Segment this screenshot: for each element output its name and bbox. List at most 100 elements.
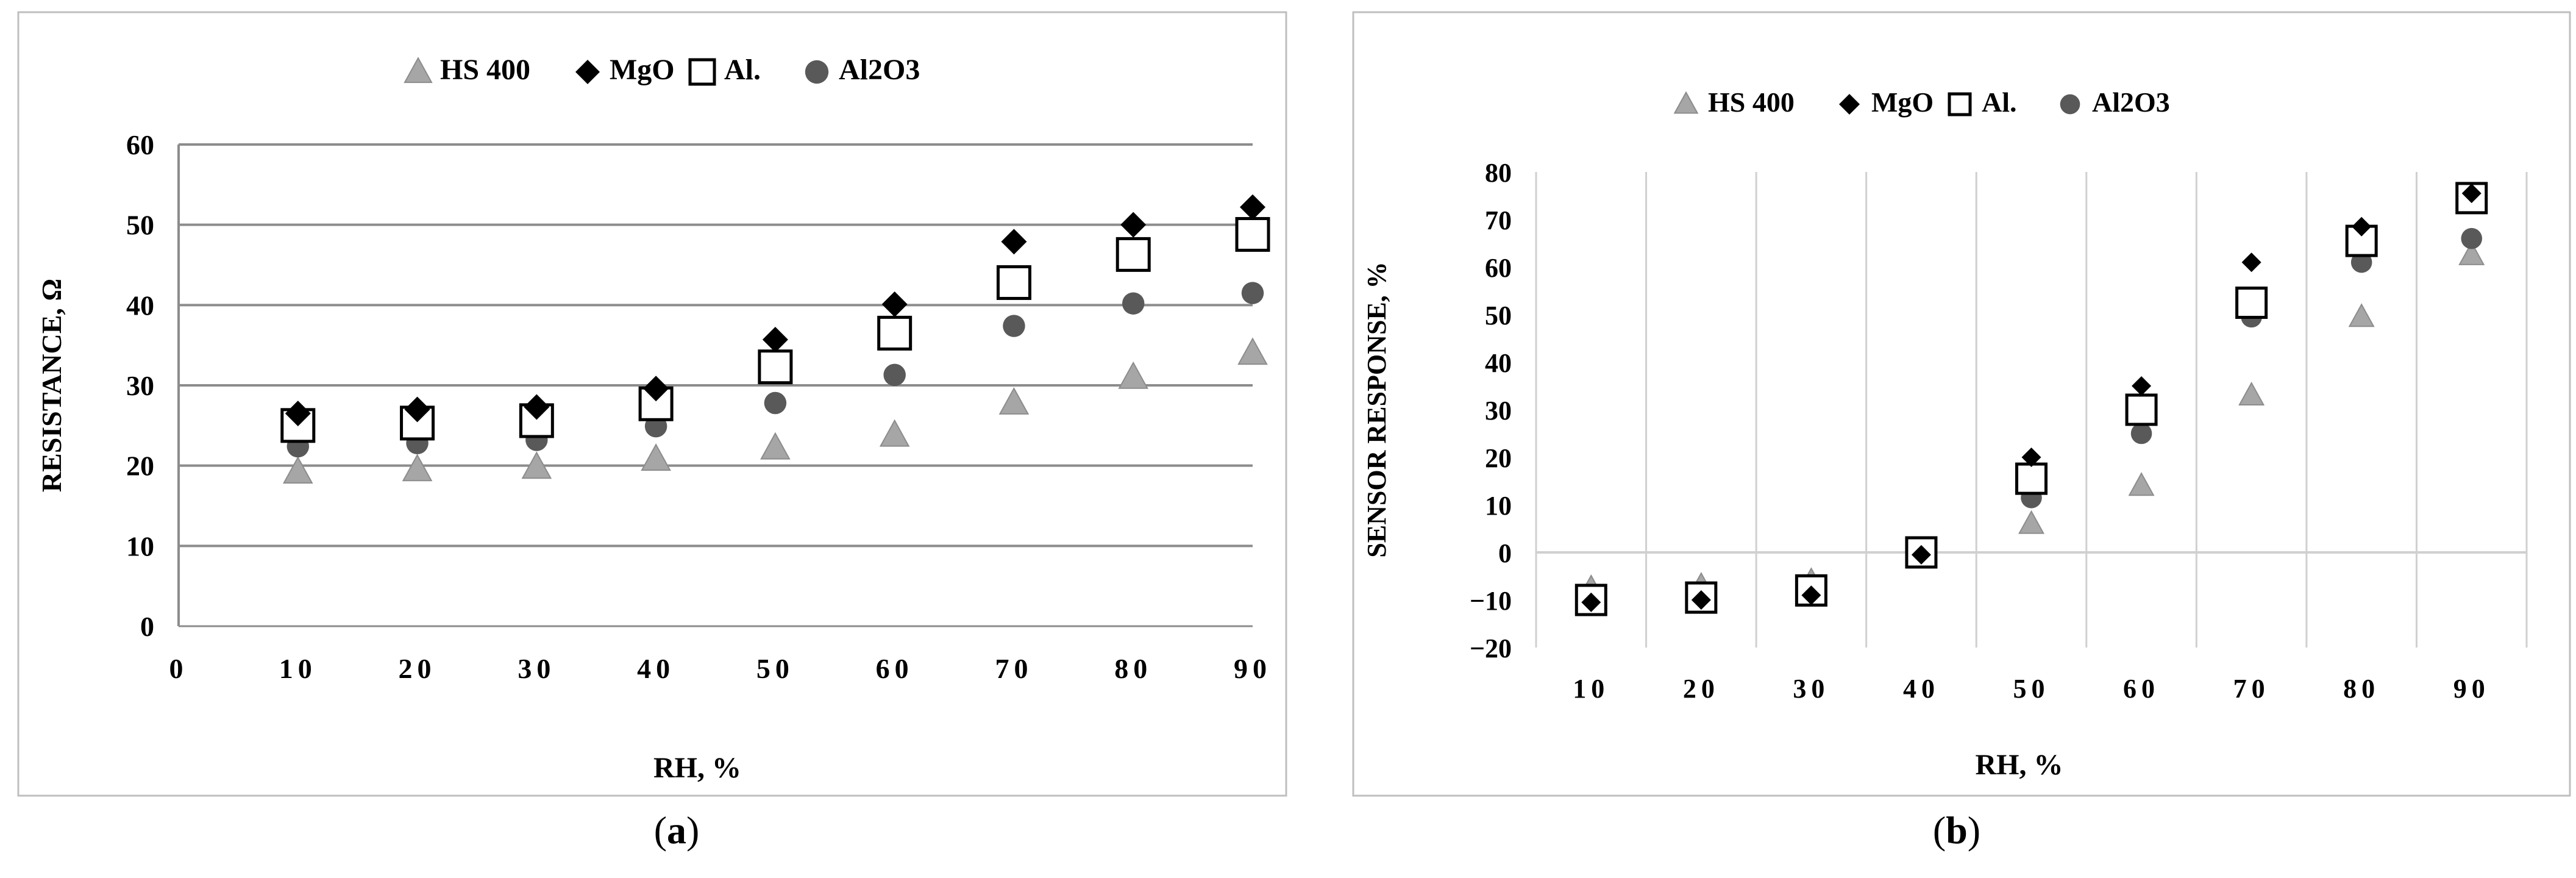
- sensor-response-chart: −20 −10 0 10 20 30 40 50 60 70 80 10 20 30 40 50 60 70 80 9…: [1352, 11, 2571, 797]
- x-tick-label-30: 30: [518, 653, 555, 684]
- x-tick-label-30: 30: [1793, 674, 1829, 704]
- point-hs-400-50: [2018, 510, 2044, 534]
- x-tick-label-10: 10: [279, 653, 317, 684]
- x-tick-label-90: 90: [1234, 653, 1272, 684]
- legend-label-mgo: MgO: [610, 54, 675, 86]
- y-axis-title: SENSOR RESPONSE, %: [1362, 262, 1392, 557]
- point-mgo-70: [1001, 229, 1027, 255]
- point-mgo-60: [881, 291, 908, 318]
- point-al-70: [996, 265, 1031, 300]
- point-mgo-20: [1691, 590, 1711, 610]
- x-tick-label-10: 10: [1573, 674, 1609, 704]
- x-tick-label-0: 0: [169, 653, 188, 684]
- x-axis-title: RH, %: [1976, 749, 2063, 781]
- point-al-50: [758, 349, 793, 385]
- point-mgo-40: [1911, 544, 1931, 565]
- y-tick-label-40: 40: [126, 290, 154, 321]
- x-tick-label-80: 80: [2343, 674, 2380, 704]
- point-mgo-80: [2352, 216, 2372, 237]
- point-mgo-10: [1581, 592, 1601, 612]
- point-al2o3-70: [1003, 315, 1025, 337]
- point-al2o3-50: [764, 391, 787, 415]
- x-tick-label-20: 20: [1683, 674, 1720, 704]
- point-hs-400-80: [2348, 303, 2375, 327]
- point-hs-400-60: [879, 419, 910, 447]
- point-al-90: [1235, 216, 1270, 252]
- legend-label-mgo: MgO: [1871, 87, 1934, 118]
- y-tick-label-10: 10: [1485, 491, 1512, 521]
- x-axis-title: RH, %: [653, 752, 741, 784]
- x-tick-label-20: 20: [399, 653, 436, 684]
- y-tick-label-30: 30: [126, 370, 154, 401]
- y-tick-label-30: 30: [1485, 396, 1512, 426]
- y-tick-label-10: 10: [126, 530, 154, 562]
- point-hs-400-50: [760, 432, 791, 460]
- chart-frame: [1352, 11, 2571, 797]
- chart-frame: [17, 11, 1287, 797]
- point-al-70: [2235, 287, 2268, 319]
- point-hs-400-60: [2128, 472, 2155, 496]
- point-mgo-10: [285, 401, 311, 427]
- legend-marker-hs-400: [404, 57, 433, 84]
- legend-marker-hs-400: [1673, 91, 1699, 114]
- point-hs-400-10: [282, 456, 313, 484]
- legend: HS 400 MgO Al. Al2O3: [1673, 87, 2170, 118]
- y-tick-label-60: 60: [126, 129, 154, 160]
- point-al-80: [1115, 237, 1151, 272]
- y-tick-label-80: 80: [1485, 158, 1512, 188]
- x-tick-label-60: 60: [2123, 674, 2160, 704]
- y-tick-label--10: −10: [1470, 586, 1512, 616]
- y-tick-label-0: 0: [1498, 538, 1512, 568]
- x-tick-label-90: 90: [2453, 674, 2490, 704]
- point-hs-400-30: [521, 451, 552, 479]
- legend-label-al: Al.: [724, 54, 761, 86]
- point-al2o3-80: [1122, 292, 1145, 315]
- point-hs-400-70: [998, 387, 1030, 415]
- point-mgo-20: [404, 396, 430, 423]
- y-axis-title: RESISTANCE, Ω: [36, 279, 67, 492]
- caption-b: (b): [1932, 808, 1981, 852]
- point-mgo-80: [1120, 212, 1147, 238]
- legend-marker-mgo: [575, 60, 600, 84]
- y-tick-label-20: 20: [126, 451, 154, 482]
- x-tick-label-50: 50: [756, 653, 794, 684]
- legend-label-hs-400: HS 400: [440, 54, 530, 86]
- point-mgo-90: [2461, 184, 2482, 204]
- legend-label-al: Al.: [1982, 87, 2017, 118]
- point-hs-400-90: [2458, 241, 2485, 265]
- point-hs-400-40: [641, 443, 671, 471]
- point-mgo-30: [524, 394, 550, 420]
- point-hs-400-80: [1118, 361, 1149, 389]
- y-tick-label-20: 20: [1485, 443, 1512, 473]
- legend: HS 400 MgO Al. Al2O3: [404, 54, 920, 86]
- point-mgo-60: [2132, 376, 2152, 396]
- point-mgo-30: [1801, 585, 1821, 605]
- y-tick-label-50: 50: [1485, 301, 1512, 330]
- point-al-60: [2125, 393, 2158, 426]
- chart-panel-a: 0 10 20 30 40 50 60 0 10 20 30 40 50 60 70 80 90 RH, % RES…: [17, 11, 1287, 797]
- y-tick-label--20: −20: [1470, 634, 1512, 663]
- y-tick-label-50: 50: [126, 210, 154, 241]
- y-tick-label-70: 70: [1485, 205, 1512, 235]
- x-tick-label-40: 40: [1903, 674, 1940, 704]
- point-mgo-70: [2241, 252, 2261, 273]
- point-mgo-50: [762, 326, 788, 352]
- point-hs-400-90: [1237, 337, 1268, 365]
- point-mgo-90: [1240, 194, 1265, 220]
- legend-label-al2o3: Al2O3: [2092, 87, 2170, 118]
- x-tick-label-80: 80: [1114, 653, 1152, 684]
- resistance-chart: 0 10 20 30 40 50 60 0 10 20 30 40 50 60 70 80 90 RH, % RES…: [17, 11, 1287, 797]
- x-tick-label-60: 60: [876, 653, 914, 684]
- point-hs-400-70: [2238, 382, 2265, 405]
- legend-marker-al: [1948, 92, 1972, 116]
- legend-label-hs-400: HS 400: [1708, 87, 1795, 118]
- legend-marker-mgo: [1839, 94, 1860, 115]
- point-hs-400-20: [402, 454, 433, 482]
- x-tick-label-40: 40: [637, 653, 675, 684]
- legend-label-al2o3: Al2O3: [839, 54, 920, 86]
- x-tick-label-70: 70: [2233, 674, 2270, 704]
- point-mgo-40: [643, 376, 669, 402]
- x-tick-label-50: 50: [2013, 674, 2050, 704]
- y-tick-label-60: 60: [1485, 253, 1512, 283]
- point-mgo-50: [2021, 448, 2041, 467]
